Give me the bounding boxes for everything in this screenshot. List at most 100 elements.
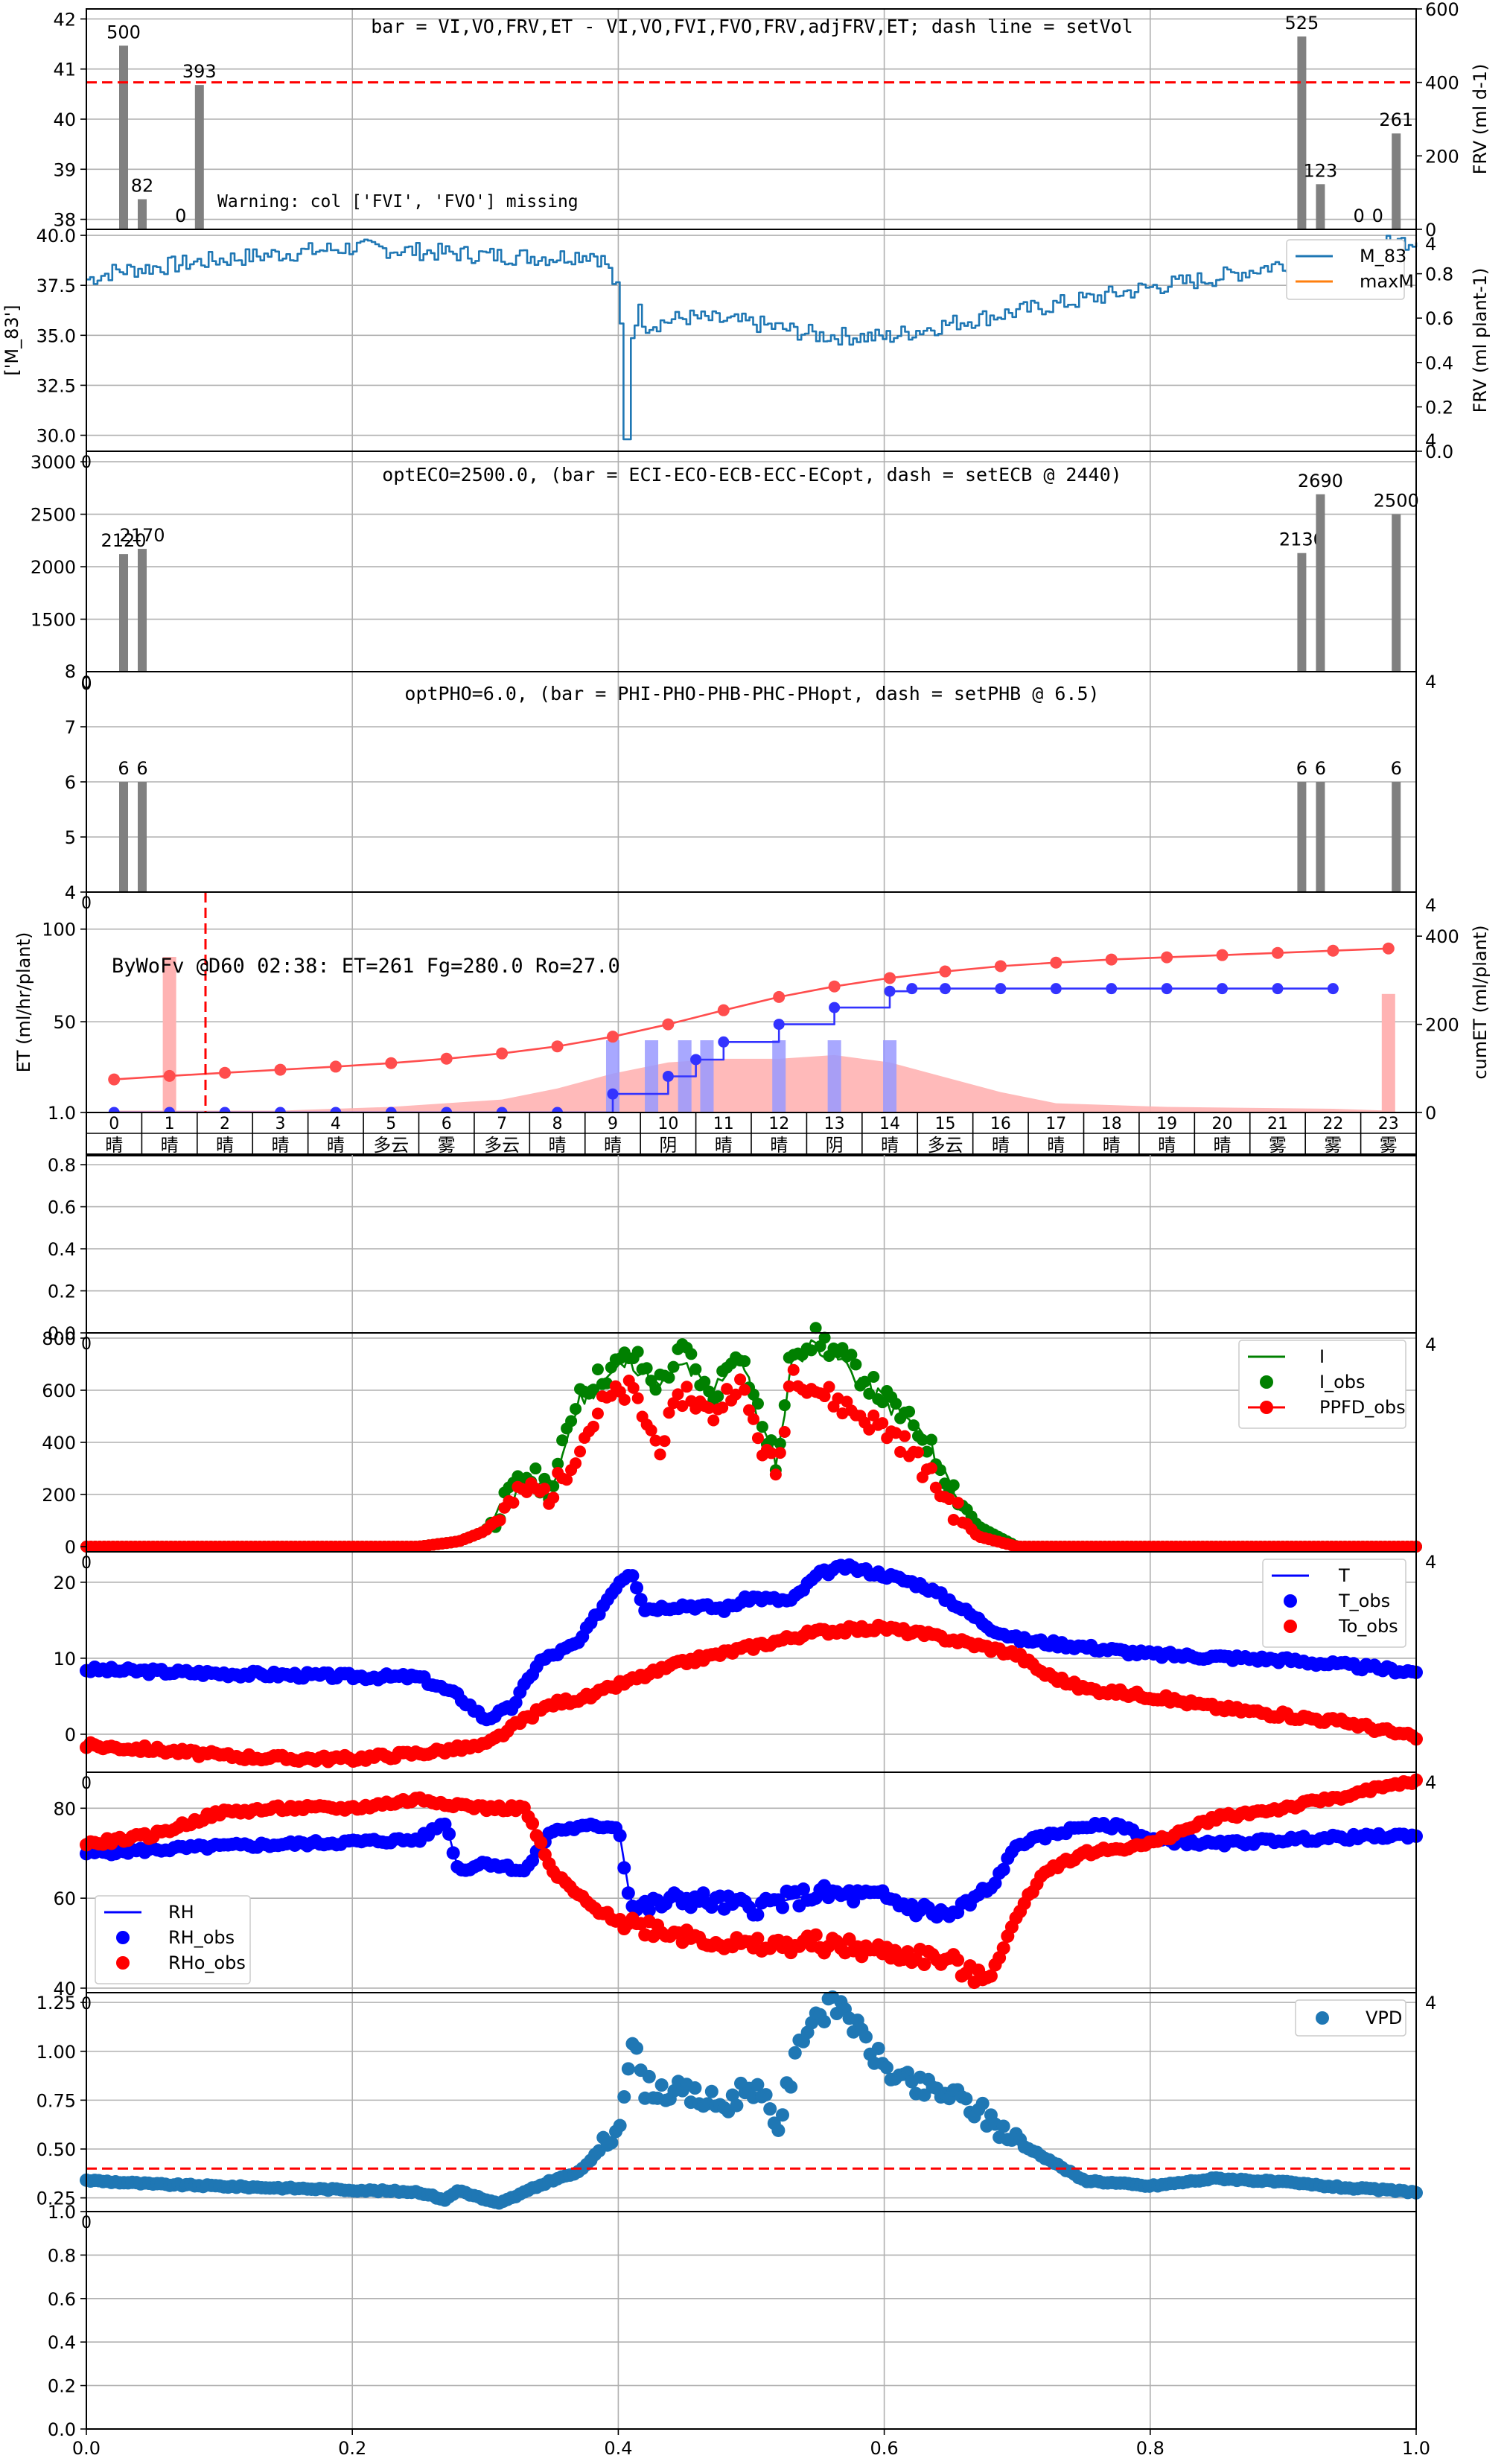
weather-cell: 晴 bbox=[1158, 1135, 1176, 1156]
weather-cell: 晴 bbox=[715, 1135, 733, 1156]
y-tick-label: 30.0 bbox=[36, 426, 76, 447]
cum-et-blue-point bbox=[884, 985, 896, 997]
ec-bar bbox=[138, 549, 147, 672]
hour-weather-table: 0 1 2 3 4 5 6 7 8 9 10 11 12 13 14 15 16 17 18 19 20 21 22 23晴晴… bbox=[86, 1112, 1417, 1156]
et-red-bar bbox=[162, 957, 176, 1112]
cum-et-red-point bbox=[551, 1040, 564, 1053]
legend-box bbox=[1286, 239, 1405, 300]
y-tick-label: 41 bbox=[53, 60, 76, 80]
cum-et-blue-point bbox=[1161, 983, 1173, 995]
i-obs-point bbox=[538, 1472, 551, 1485]
y-tick-label: 1.0 bbox=[48, 1103, 76, 1124]
ppfd-obs-point bbox=[538, 1483, 551, 1495]
rh-obs-point bbox=[442, 1827, 456, 1841]
legend-swatch bbox=[1260, 1375, 1273, 1389]
y-tick-label: 0.0 bbox=[48, 2419, 76, 2440]
ppfd-obs-point bbox=[894, 1445, 907, 1458]
vpd-point bbox=[704, 2084, 719, 2098]
rho-obs-point bbox=[951, 1953, 965, 1967]
weather-cell: 晴 bbox=[216, 1135, 234, 1156]
ppfd-obs-point bbox=[681, 1381, 693, 1393]
frv-bar-label: 0 bbox=[1372, 206, 1383, 226]
hour-cell: 3 bbox=[275, 1115, 285, 1133]
i-obs-point bbox=[774, 1437, 786, 1450]
y2-top-tick-label: 4 bbox=[1425, 1993, 1436, 2013]
vpd-point bbox=[642, 2069, 656, 2083]
i-obs-point bbox=[649, 1384, 662, 1396]
weather-cell: 雾 bbox=[1324, 1135, 1342, 1156]
hour-cell: 10 bbox=[657, 1115, 678, 1133]
ppfd-obs-point bbox=[943, 1493, 955, 1506]
y-tick-label: 1.25 bbox=[36, 1993, 76, 2013]
i-obs-point bbox=[863, 1387, 876, 1400]
legend-box bbox=[95, 1895, 251, 1984]
weather-cell: 晴 bbox=[770, 1135, 788, 1156]
i-obs-point bbox=[805, 1344, 818, 1357]
hour-cell: 6 bbox=[442, 1115, 452, 1133]
hour-cell: 1 bbox=[165, 1115, 175, 1133]
ph-bar-label: 6 bbox=[118, 758, 129, 779]
vpd-point bbox=[621, 2062, 635, 2076]
ppfd-obs-point bbox=[676, 1400, 689, 1413]
legend-label: RH bbox=[168, 1902, 194, 1923]
cum-et-red-point bbox=[329, 1060, 342, 1073]
vpd-point bbox=[784, 2080, 798, 2094]
ppfd-obs-point bbox=[769, 1468, 782, 1481]
cum-et-blue-point bbox=[662, 1070, 674, 1082]
et-blue-bar bbox=[772, 1040, 786, 1112]
panel-title: optECO=2500.0, (bar = ECI-ECO-ECB-ECC-EC… bbox=[382, 464, 1121, 486]
ppfd-obs-point bbox=[631, 1392, 644, 1404]
i-obs-point bbox=[916, 1433, 928, 1446]
rh-obs-point bbox=[775, 1900, 789, 1914]
hour-cell: 0 bbox=[109, 1115, 119, 1133]
weather-cell: 多云 bbox=[927, 1135, 963, 1156]
i-obs-point bbox=[712, 1390, 724, 1403]
weather-cell: 雾 bbox=[1269, 1135, 1287, 1156]
rho-obs-point bbox=[917, 1958, 931, 1972]
i-obs-point bbox=[850, 1358, 862, 1371]
y-tick-label: 10 bbox=[53, 1649, 76, 1669]
cum-et-blue-point bbox=[1217, 983, 1229, 995]
i-obs-point bbox=[890, 1398, 902, 1410]
y2-tick-label: 0.6 bbox=[1425, 308, 1453, 329]
cum-et-blue-point bbox=[906, 983, 918, 995]
ppfd-obs-point bbox=[649, 1434, 662, 1447]
legend-box bbox=[1262, 1559, 1406, 1648]
i-obs-point bbox=[908, 1419, 920, 1432]
y-tick-label: 32.5 bbox=[36, 375, 76, 396]
y2-axis-label: cumET (ml/plant) bbox=[1470, 925, 1491, 1079]
y2-axis-label: FRV (ml d-1) bbox=[1470, 64, 1491, 175]
y-tick-label: 0.0 bbox=[48, 1323, 76, 1344]
ppfd-obs-point bbox=[899, 1430, 911, 1442]
y-tick-label: 2500 bbox=[31, 505, 76, 526]
ph-bar bbox=[1297, 782, 1307, 892]
y-tick-label: 0.4 bbox=[48, 1239, 76, 1260]
cum-et-blue-point bbox=[607, 1088, 619, 1100]
vpd-point bbox=[613, 2118, 627, 2133]
legend: VPD bbox=[1295, 1999, 1406, 2037]
rho-obs-point bbox=[809, 1928, 823, 1942]
weather-cell: 阴 bbox=[659, 1135, 677, 1156]
panel-title: bar = VI,VO,FRV,ET - VI,VO,FVI,FVO,FRV,a… bbox=[371, 16, 1133, 37]
legend-swatch bbox=[1284, 1594, 1297, 1608]
y2-top-tick-label: 4 bbox=[1425, 672, 1436, 693]
ec-bar bbox=[1392, 514, 1401, 672]
ph-bar-label: 6 bbox=[1296, 758, 1307, 779]
cum-et-red-point bbox=[1327, 944, 1339, 957]
x-corner-tick-label: 0 bbox=[81, 1335, 92, 1354]
y-axis-label: ['M_83'] bbox=[1, 305, 22, 375]
hour-cell: 12 bbox=[768, 1115, 789, 1133]
x-tick-label: 1.0 bbox=[1402, 2438, 1430, 2459]
series-line-m83 bbox=[86, 235, 1418, 441]
y-tick-label: 42 bbox=[53, 9, 76, 30]
y-tick-label: 0.2 bbox=[48, 2376, 76, 2397]
vpd-point bbox=[759, 2088, 773, 2102]
cum-et-blue-point bbox=[718, 1036, 730, 1048]
i-obs-point bbox=[934, 1464, 946, 1477]
y-tick-label: 0 bbox=[65, 1537, 76, 1558]
rho-obs-point bbox=[984, 1969, 998, 1983]
y-tick-label: 6 bbox=[65, 772, 76, 793]
weather-cell: 阴 bbox=[826, 1135, 844, 1156]
i-obs-point bbox=[858, 1375, 871, 1388]
y2-tick-label: 0.8 bbox=[1425, 264, 1453, 285]
